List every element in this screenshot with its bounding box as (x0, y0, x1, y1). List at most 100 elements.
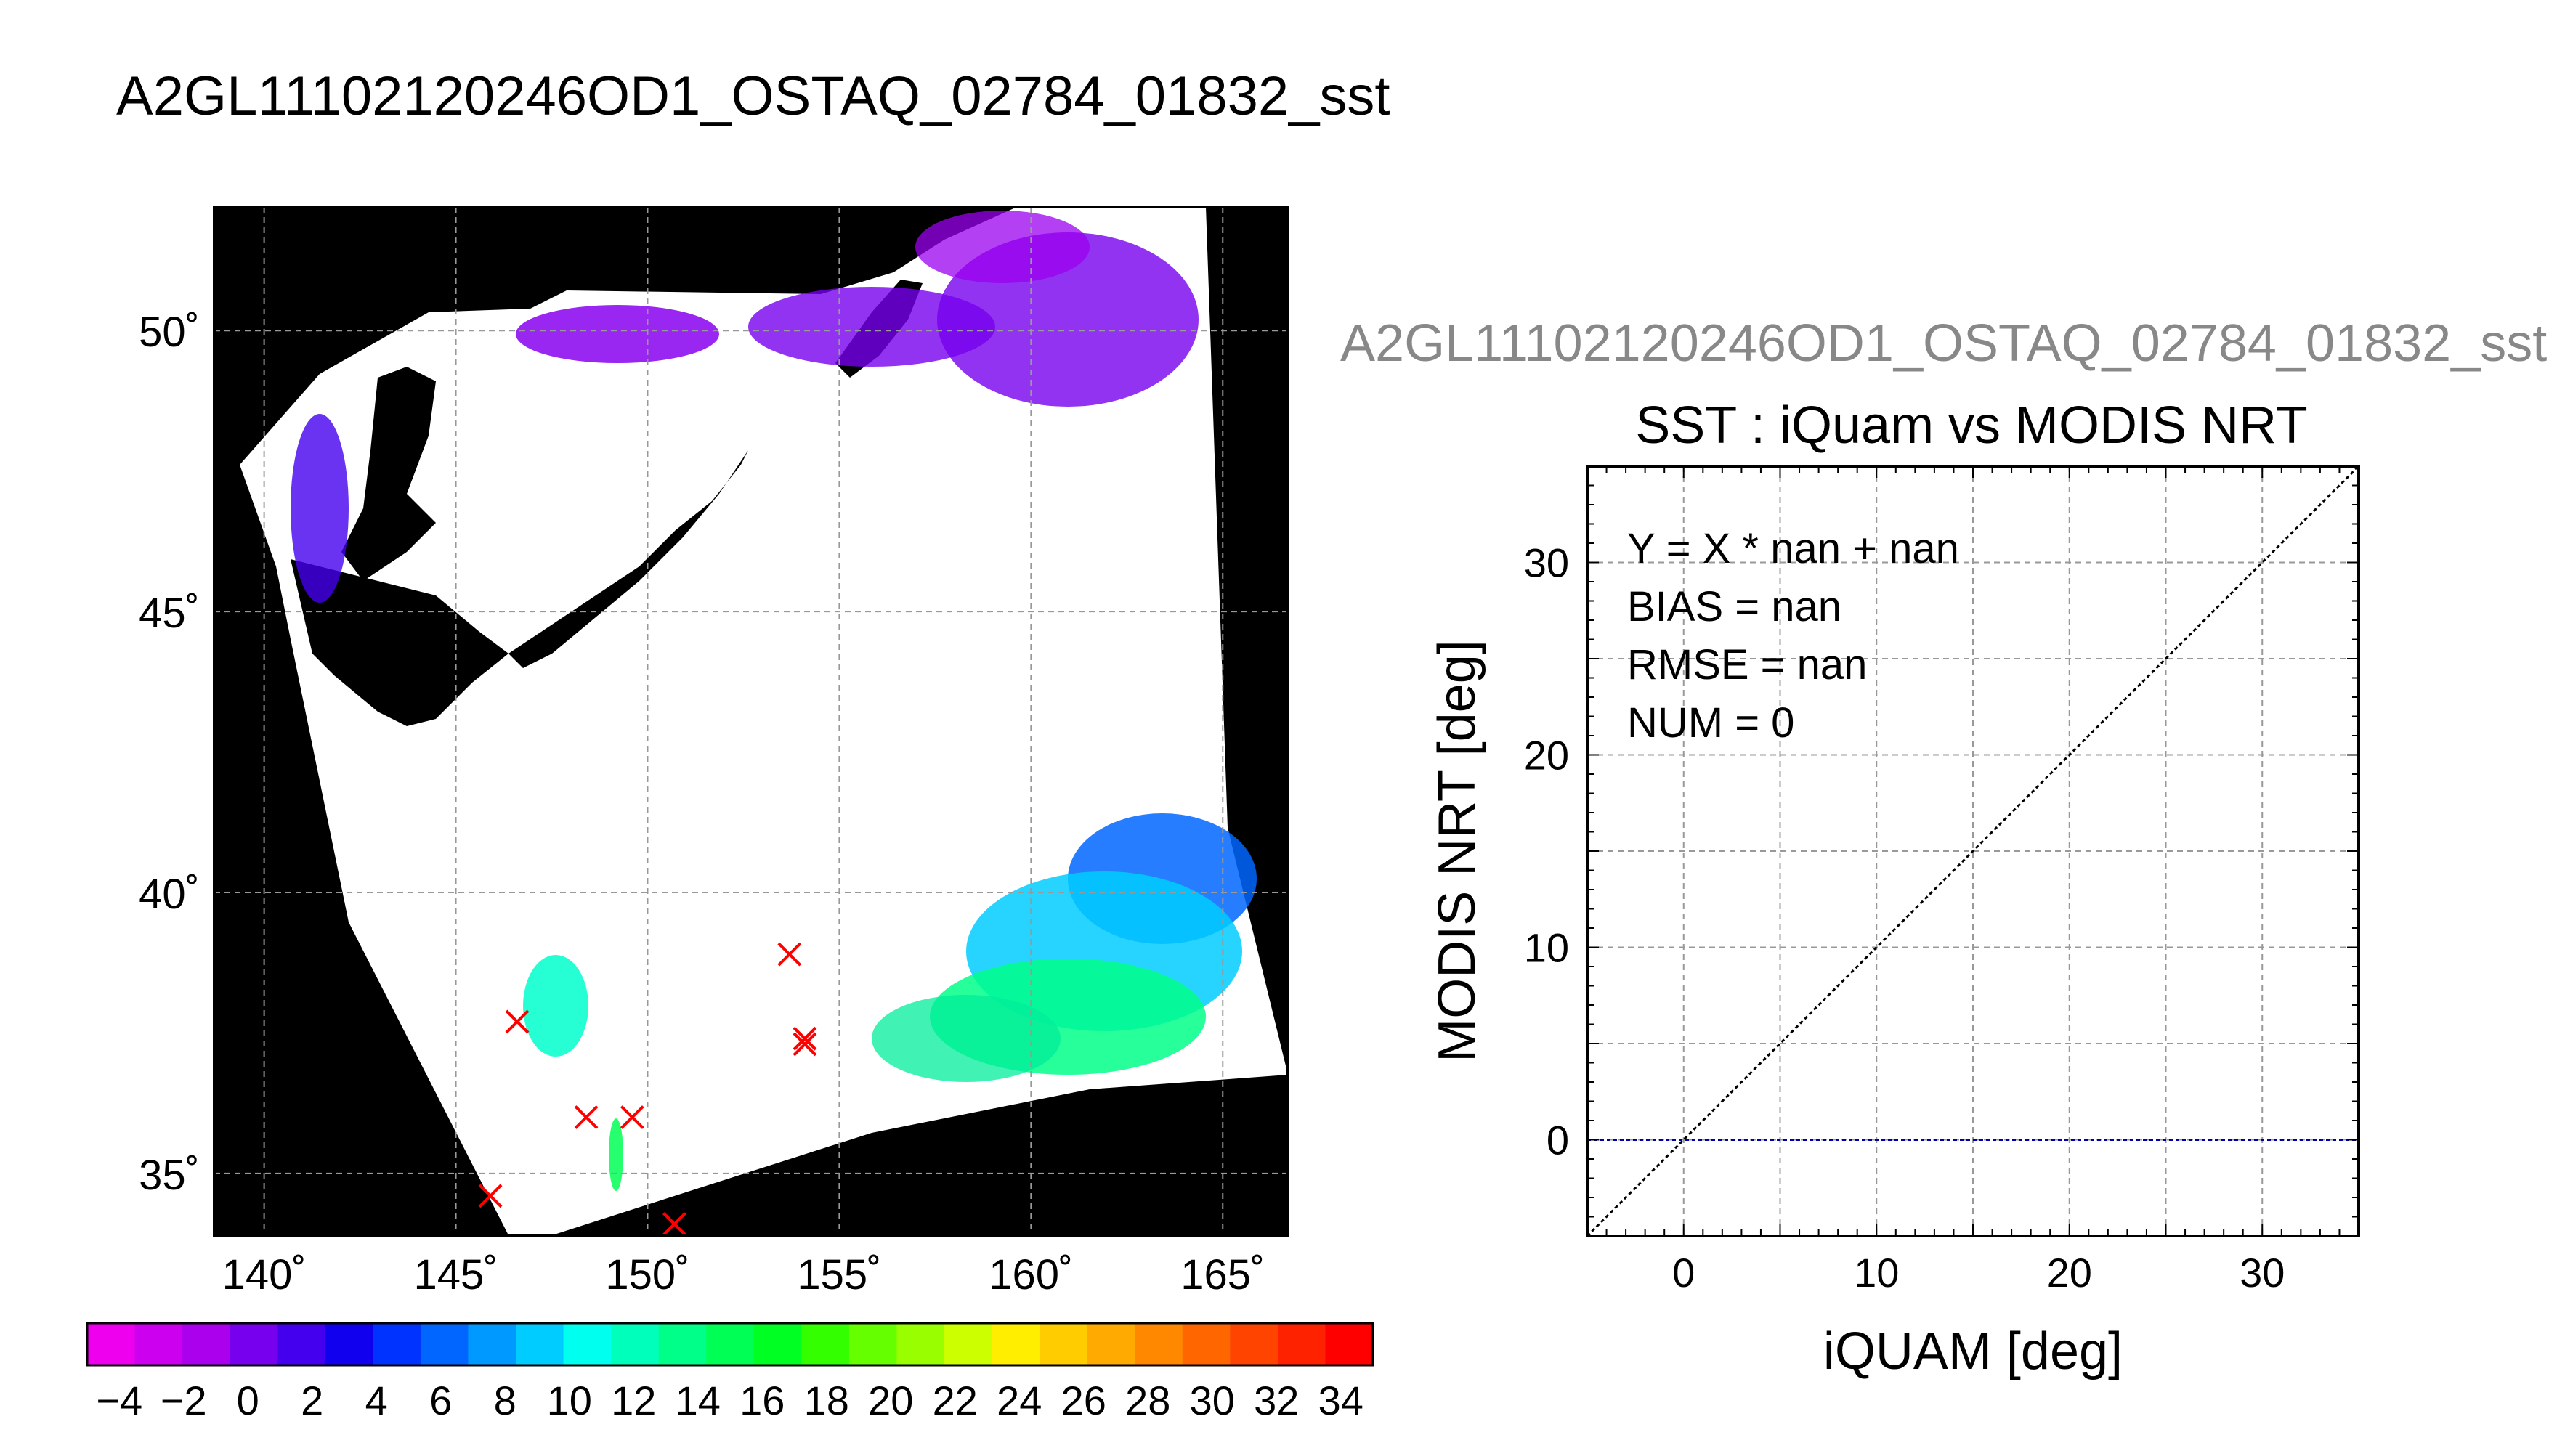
scatter-title: SST : iQuam vs MODIS NRT (1635, 396, 2308, 455)
sst-patch-north (748, 287, 995, 367)
colorbar-tick-label: 10 (547, 1378, 592, 1423)
sst-patch-south-small (609, 1118, 623, 1191)
scatter-reference-lines (1586, 465, 2360, 1237)
colorbar-tick-label: 6 (429, 1378, 452, 1423)
scatter-x-tick-labels: 0 10 20 30 (1672, 1250, 2285, 1296)
colorbar-swatch (992, 1323, 1040, 1365)
sst-patch-south-west (523, 955, 588, 1057)
map-lat-label: 45˚ (139, 590, 200, 637)
colorbar-tick-label: 32 (1254, 1378, 1299, 1423)
colorbar-tick-label: −2 (161, 1378, 207, 1423)
colorbar-tick-label: 16 (739, 1378, 785, 1423)
matchup-marker (793, 1026, 817, 1051)
colorbar-swatch (87, 1323, 136, 1365)
colorbar-swatch (468, 1323, 516, 1365)
matchup-marker (662, 1212, 686, 1236)
colorbar-swatch (658, 1323, 707, 1365)
scatter-y-tick-label: 20 (1524, 733, 1569, 778)
scatter-subtitle: A2GL11102120246OD1_OSTAQ_02784_01832_sst (1340, 314, 2547, 373)
colorbar-tick-label: 24 (997, 1378, 1042, 1423)
colorbar-tick-label: 22 (933, 1378, 978, 1423)
colorbar-swatch (230, 1323, 278, 1365)
scatter-y-axis-label: MODIS NRT [deg] (1428, 640, 1486, 1062)
colorbar-swatch (753, 1323, 802, 1365)
main-title: A2GL11102120246OD1_OSTAQ_02784_01832_sst (116, 65, 1390, 127)
colorbar-tick-label: 18 (804, 1378, 849, 1423)
land-kurils (508, 436, 755, 668)
matchup-marker-stroke (793, 1026, 817, 1051)
colorbar-tick-label: 4 (365, 1378, 388, 1423)
colorbar-swatch (896, 1323, 945, 1365)
matchup-marker-stroke (662, 1212, 686, 1236)
map-lon-label: 160˚ (989, 1251, 1073, 1298)
colorbar-tick-label: 0 (237, 1378, 259, 1423)
map-lon-label: 165˚ (1180, 1251, 1265, 1298)
matchup-marker (620, 1105, 644, 1129)
sst-patches (291, 211, 1257, 1191)
colorbar-swatch (706, 1323, 755, 1365)
matchup-marker (478, 1184, 503, 1208)
matchup-marker (574, 1105, 599, 1129)
map-lat-label: 35˚ (139, 1152, 200, 1199)
map-lon-label: 145˚ (414, 1251, 498, 1298)
scatter-annotation: RMSE = nan (1627, 641, 1867, 688)
scatter-annotation: BIAS = nan (1627, 583, 1841, 630)
colorbar-tick-label: 14 (676, 1378, 721, 1423)
map-lat-label: 40˚ (139, 871, 200, 918)
matchup-marker (793, 1032, 817, 1057)
scatter-annotation: Y = X * nan + nan (1627, 525, 1959, 572)
land-sakhalin (341, 367, 436, 581)
colorbar-tick-label: 28 (1125, 1378, 1170, 1423)
scatter-y-tick-label: 30 (1524, 540, 1569, 586)
colorbar-tick-label: 2 (301, 1378, 323, 1423)
colorbar-tick-label: 26 (1061, 1378, 1106, 1423)
colorbar-swatch (182, 1323, 231, 1365)
colorbar-swatch (801, 1323, 850, 1365)
colorbar-swatch (1277, 1323, 1326, 1365)
matchup-marker (777, 942, 802, 967)
map-frame (213, 206, 1289, 1237)
scatter-x-tick-label: 20 (2047, 1250, 2092, 1296)
scatter-annotations: Y = X * nan + nan BIAS = nan RMSE = nan NUM… (1627, 525, 1959, 747)
scatter-y-tick-labels: 0 10 20 30 (1524, 540, 1569, 1163)
colorbar-swatch (1135, 1323, 1183, 1365)
map-lon-label: 140˚ (222, 1251, 307, 1298)
colorbar-frame (86, 1322, 1374, 1367)
colorbar-tick-label: 34 (1318, 1378, 1363, 1423)
matchup-marker (505, 1009, 530, 1034)
matchup-marker-stroke (777, 942, 802, 967)
scatter-y-tick-label: 0 (1547, 1118, 1569, 1163)
sst-patch-west-coast (291, 414, 349, 603)
map-grid (214, 207, 1288, 1235)
land-hokkaido (291, 559, 508, 726)
scatter-panel: A2GL11102120246OD1_OSTAQ_02784_01832_sst… (1340, 314, 2547, 1380)
sst-patch-south-central (872, 995, 1061, 1082)
matchup-marker-stroke (574, 1105, 599, 1129)
colorbar-swatch (134, 1323, 183, 1365)
scatter-x-tick-label: 30 (2240, 1250, 2285, 1296)
sst-patch-north-east-2 (915, 211, 1090, 283)
colorbar-swatches (87, 1323, 1374, 1365)
colorbar-tick-label: 12 (611, 1378, 656, 1423)
colorbar: −4 −2 0 2 4 6 8 10 12 14 16 18 20 22 24 26 28 30 32 34 (86, 1322, 1374, 1423)
scatter-minor-ticks (1587, 466, 2359, 1236)
colorbar-swatch (611, 1323, 660, 1365)
colorbar-swatch (420, 1323, 469, 1365)
colorbar-swatch (277, 1323, 326, 1365)
map-panel: 50˚ 45˚ 40˚ 35˚ 140˚ 145˚ 150˚ 155˚ 160˚ 165˚ (139, 206, 1289, 1298)
matchup-marker-stroke (505, 1009, 530, 1034)
colorbar-swatch (1230, 1323, 1278, 1365)
map-lon-label: 155˚ (797, 1251, 881, 1298)
scatter-x-axis-label: iQUAM [deg] (1823, 1322, 2123, 1380)
map-lat-labels: 50˚ 45˚ 40˚ 35˚ (139, 309, 200, 1199)
scatter-reference-line (1586, 465, 2360, 1237)
scatter-grid (1587, 466, 2359, 1236)
colorbar-tick-label: −4 (96, 1378, 142, 1423)
matchup-marker-stroke (793, 1032, 817, 1057)
colorbar-swatch (325, 1323, 373, 1365)
map-lat-label: 50˚ (139, 309, 200, 356)
colorbar-swatch (373, 1323, 421, 1365)
map-lon-label: 150˚ (605, 1251, 689, 1298)
scatter-annotation: NUM = 0 (1627, 699, 1794, 747)
